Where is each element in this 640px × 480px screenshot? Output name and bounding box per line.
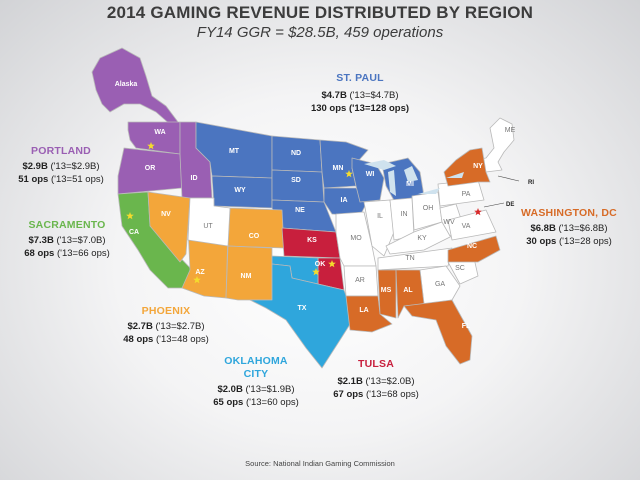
state-or: [117, 147, 183, 195]
state-tn: [377, 247, 453, 271]
state-label-co: CO: [249, 233, 260, 240]
state-va: [447, 209, 497, 241]
ri-leader: [497, 175, 520, 182]
state-il: [363, 199, 395, 257]
state-label-al: AL: [403, 287, 413, 294]
state-tx: [249, 263, 355, 369]
state-label-mt: MT: [229, 148, 240, 155]
state-label-ms: MS: [381, 287, 392, 294]
map-title: 2014 GAMING REVENUE DISTRIBUTED BY REGIO…: [106, 3, 534, 22]
great-lakes: [364, 160, 464, 196]
star-icon-st-paul: [345, 170, 353, 178]
state-label-fl: FL: [462, 323, 471, 330]
region-phoenix: PHOENIX $2.7B ('13=$2.7B) 48 ops ('13=48…: [110, 305, 222, 346]
region-tulsa: TULSA $2.1B ('13=$2.0B) 67 ops ('13=68 o…: [320, 358, 432, 401]
map-subtitle: FY14 GGR = $28.5B, 459 operations: [196, 24, 444, 41]
region-st-paul: ST. PAUL $4.7B ('13=$4.7B) 130 ops ('13=…: [300, 72, 420, 115]
state-label-nc: NC: [467, 243, 477, 250]
state-label-alaska: Alaska: [115, 81, 138, 88]
state-label-mi: MI: [406, 181, 414, 188]
region-name: SACRAMENTO: [28, 219, 106, 231]
region-name: PHOENIX: [141, 305, 191, 317]
state-label-mo: MO: [350, 235, 362, 242]
star-icon-portland: [147, 142, 155, 150]
state-sd: [271, 169, 325, 203]
state-label-ky: KY: [417, 235, 427, 242]
region-name: PORTLAND: [31, 145, 91, 157]
state-label-va: VA: [462, 223, 471, 230]
state-label-oh: OH: [423, 205, 434, 212]
state-label-sd: SD: [291, 177, 301, 184]
state-label-ks: KS: [307, 237, 317, 244]
state-label-ny: NY: [473, 163, 483, 170]
state-label-nd: ND: [291, 150, 301, 157]
state-label-ok: OK: [315, 261, 326, 268]
state-fl: [403, 299, 473, 365]
state-label-ca: CA: [129, 229, 139, 236]
region-oklahoma-city: OKLAHOMA CITY $2.0B ('13=$1.9B) 65 ops (…: [200, 355, 312, 409]
region-name: OKLAHOMA: [224, 355, 288, 367]
star-icon-sacramento: [126, 212, 134, 220]
state-label-ne: NE: [295, 207, 305, 214]
star-icon-tulsa: [328, 260, 336, 268]
state-la: [345, 295, 393, 333]
source-note: Source: National Indian Gaming Commissio…: [245, 459, 395, 468]
star-icon-phoenix: [193, 276, 201, 284]
state-label-or: OR: [145, 165, 156, 172]
state-alaska: [91, 47, 179, 127]
state-label-ga: GA: [435, 281, 445, 288]
state-label-nv: NV: [161, 211, 171, 218]
state-ut: [187, 197, 231, 247]
state-label-id: ID: [191, 175, 198, 182]
state-nv: [147, 191, 191, 263]
region-name-2: CITY: [243, 368, 269, 380]
state-label-il: IL: [377, 213, 383, 220]
state-label-la: LA: [359, 307, 368, 314]
state-label-mn: MN: [333, 165, 344, 172]
state-label-wy: WY: [234, 187, 246, 194]
state-co: [227, 207, 285, 249]
region-name: TULSA: [358, 358, 394, 370]
state-label-de: DE: [506, 202, 514, 208]
star-icon-oklahoma-city: [312, 268, 320, 276]
state-label-tx: TX: [298, 305, 307, 312]
de-leader: [483, 202, 505, 208]
star-icon-washington-dc: [474, 208, 482, 216]
region-washington-dc: WASHINGTON, DC $6.8B ('13=$6.8B) 30 ops …: [504, 207, 634, 248]
state-label-ia: IA: [341, 197, 348, 204]
region-portland: PORTLAND $2.9B ('13=$2.9B) 51 ops ('13=5…: [6, 145, 116, 186]
state-label-sc: SC: [455, 265, 465, 272]
state-ms: [377, 269, 397, 319]
state-label-ut: UT: [203, 223, 213, 230]
region-name: ST. PAUL: [336, 72, 384, 84]
region-name: WASHINGTON, DC: [521, 207, 617, 219]
state-label-wv: WV: [443, 219, 455, 226]
state-ny: [443, 147, 491, 187]
state-label-nm: NM: [241, 273, 252, 280]
state-label-tn: TN: [405, 255, 414, 262]
state-label-wa: WA: [154, 129, 165, 136]
state-label-ri: RI: [528, 180, 534, 186]
state-nc: [447, 235, 501, 263]
state-label-pa: PA: [462, 191, 471, 198]
state-label-wi: WI: [366, 171, 375, 178]
state-label-in: IN: [401, 211, 408, 218]
state-label-az: AZ: [195, 269, 205, 276]
state-label-me: ME: [505, 127, 516, 134]
region-sacramento: SACRAMENTO $7.3B ('13=$7.0B) 68 ops ('13…: [12, 219, 122, 260]
state-label-ar: AR: [355, 277, 365, 284]
